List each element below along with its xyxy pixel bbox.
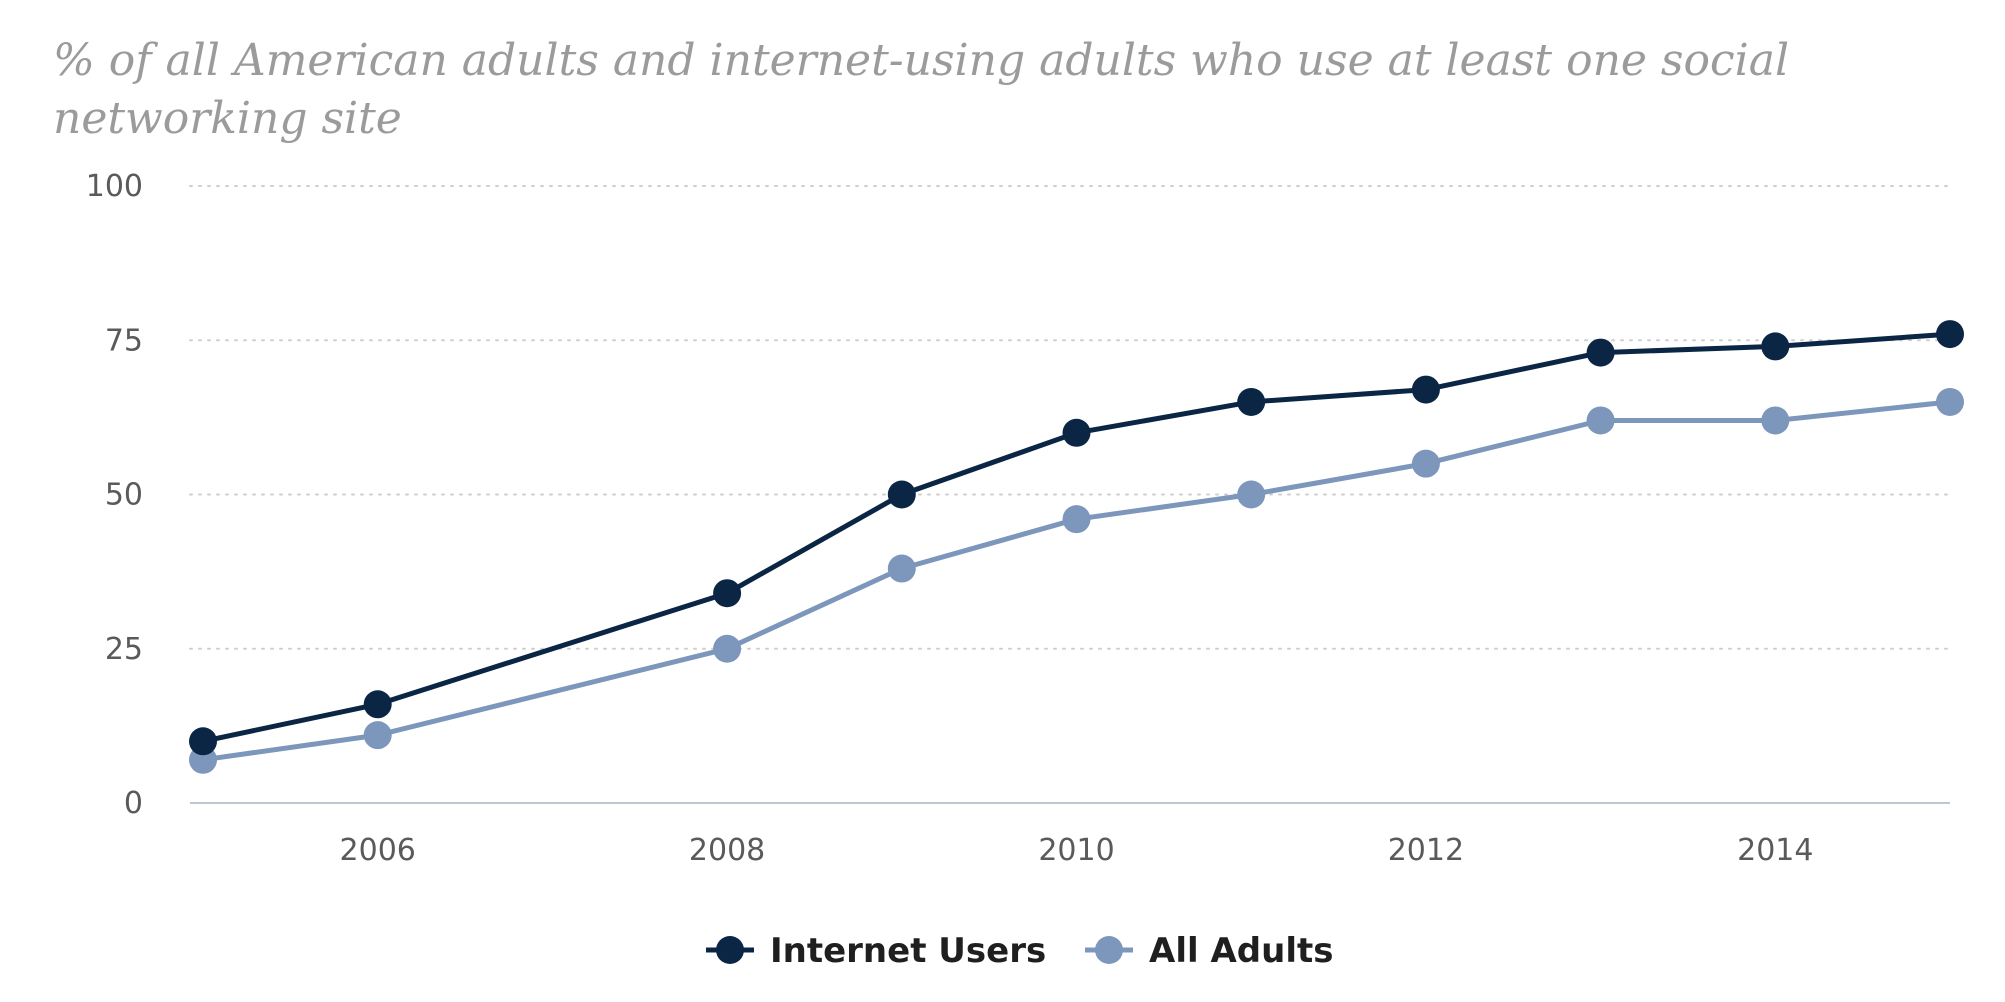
legend-marker-1	[1095, 936, 1123, 964]
data-point	[887, 480, 916, 509]
x-tick-label: 2008	[689, 833, 765, 868]
data-point	[363, 690, 392, 719]
data-point	[1936, 320, 1964, 349]
legend-marker-0	[716, 936, 744, 964]
data-point	[1936, 387, 1964, 416]
y-tick-label: 0	[124, 786, 143, 821]
data-point	[363, 721, 392, 750]
legend-label-0: Internet Users	[770, 931, 1046, 971]
y-tick-label: 75	[105, 323, 143, 358]
series-line-0	[200, 331, 1953, 744]
data-point	[713, 579, 742, 608]
data-point	[1586, 406, 1615, 435]
axes: 0 25 50 75 100 2006 2008 2010 2012 2014	[86, 169, 1950, 868]
series-line-1	[200, 399, 1953, 763]
data-point	[1761, 332, 1790, 361]
data-point	[1411, 375, 1440, 404]
data-point	[1062, 505, 1091, 534]
y-tick-label: 100	[86, 169, 143, 204]
y-tick-label: 25	[105, 632, 143, 667]
data-point	[887, 554, 916, 583]
x-tick-label: 2012	[1388, 833, 1464, 868]
gridlines	[189, 185, 1951, 650]
data-point	[1411, 449, 1440, 478]
data-point	[1586, 338, 1615, 367]
data-point	[189, 727, 217, 756]
legend-label-1: All Adults	[1149, 931, 1333, 971]
series-lines	[189, 320, 1964, 774]
x-tick-label: 2010	[1038, 833, 1114, 868]
x-tick-label: 2014	[1737, 833, 1813, 868]
data-point	[1237, 387, 1266, 416]
data-point	[713, 634, 742, 663]
data-point	[1761, 406, 1790, 435]
y-tick-label: 50	[105, 478, 143, 513]
legend: Internet Users All Adults	[706, 931, 1333, 971]
x-tick-label: 2006	[340, 833, 416, 868]
data-point	[1062, 418, 1091, 447]
data-point	[1237, 480, 1266, 509]
chart-title: % of all American adults and internet-us…	[53, 35, 1790, 144]
